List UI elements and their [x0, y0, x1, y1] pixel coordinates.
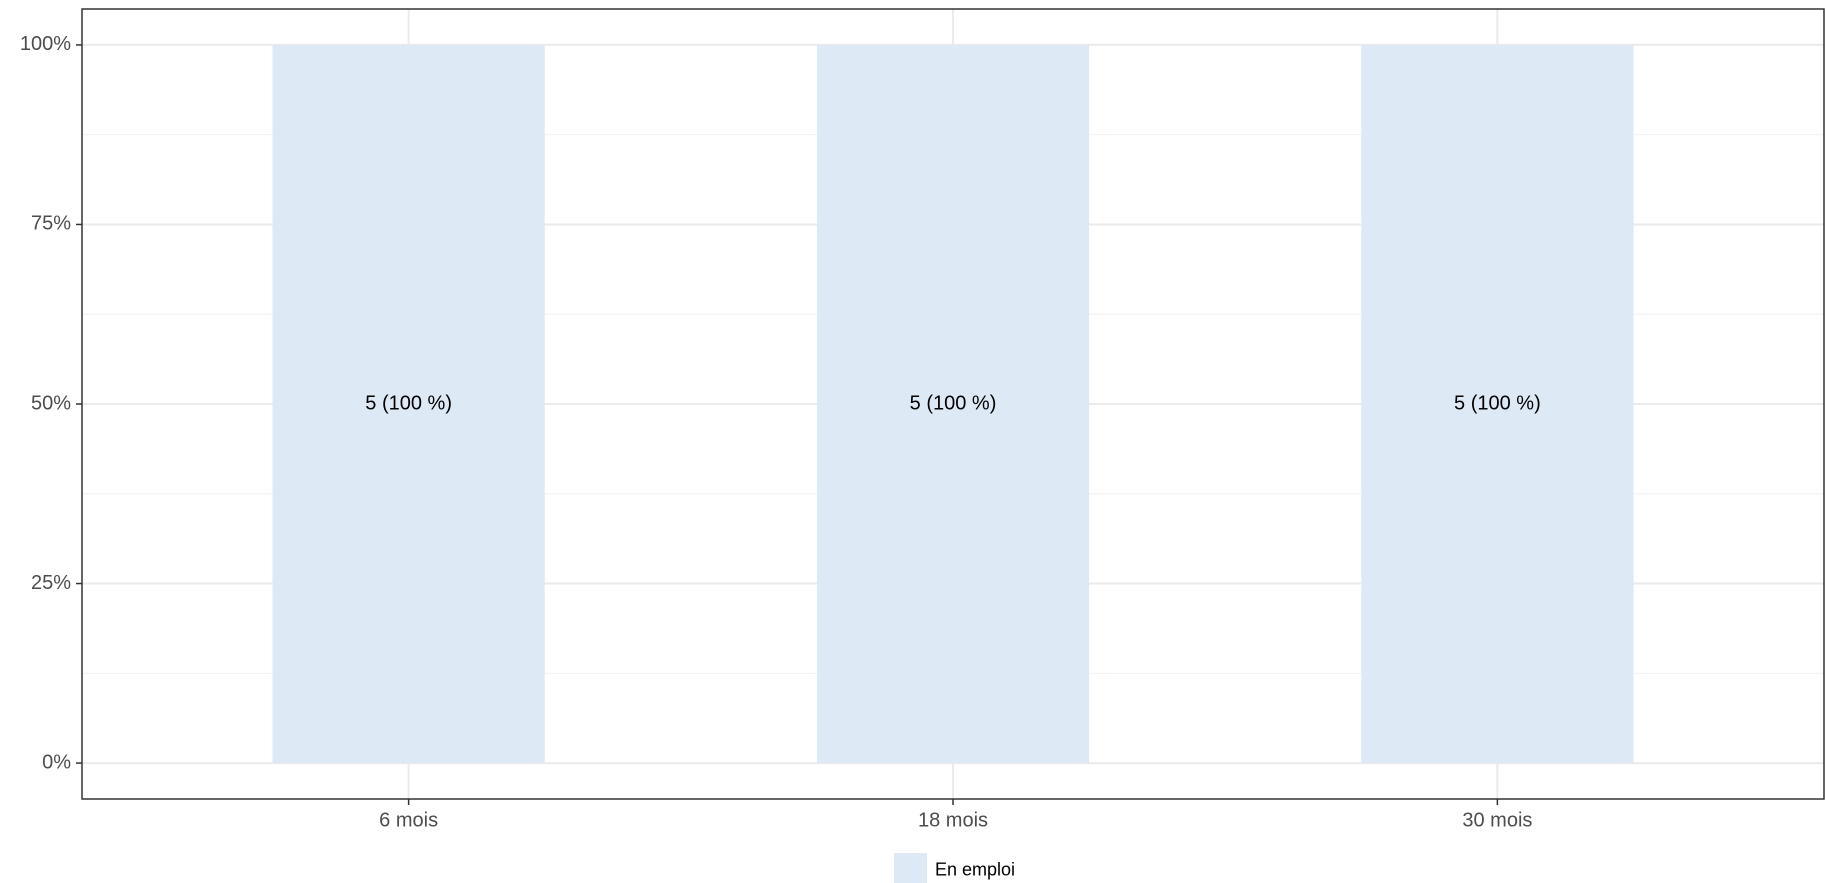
y-tick-label: 100%	[20, 33, 71, 55]
bar	[272, 44, 545, 764]
y-tick-label: 50%	[31, 392, 71, 414]
legend-key	[894, 853, 927, 883]
x-axis: 6 mois 18 mois 30 mois	[379, 799, 1532, 831]
bar-labels: 5 (100 %) 5 (100 %) 5 (100 %)	[365, 392, 1540, 414]
x-tick-label: 6 mois	[379, 809, 438, 831]
legend-label: En emploi	[935, 859, 1015, 879]
y-tick-label: 75%	[31, 213, 71, 235]
x-tick-label: 18 mois	[918, 809, 988, 831]
x-tick-label: 30 mois	[1462, 809, 1532, 831]
bar	[816, 44, 1090, 764]
y-axis: 0% 25% 50% 75% 100%	[20, 33, 82, 773]
bar-data-label: 5 (100 %)	[910, 392, 997, 414]
legend: En emploi	[894, 853, 1015, 883]
bars	[272, 44, 1634, 764]
bar	[1361, 44, 1634, 764]
bar-data-label: 5 (100 %)	[1454, 392, 1541, 414]
y-tick-label: 0%	[42, 751, 71, 773]
y-tick-label: 25%	[31, 572, 71, 594]
bar-data-label: 5 (100 %)	[365, 392, 452, 414]
